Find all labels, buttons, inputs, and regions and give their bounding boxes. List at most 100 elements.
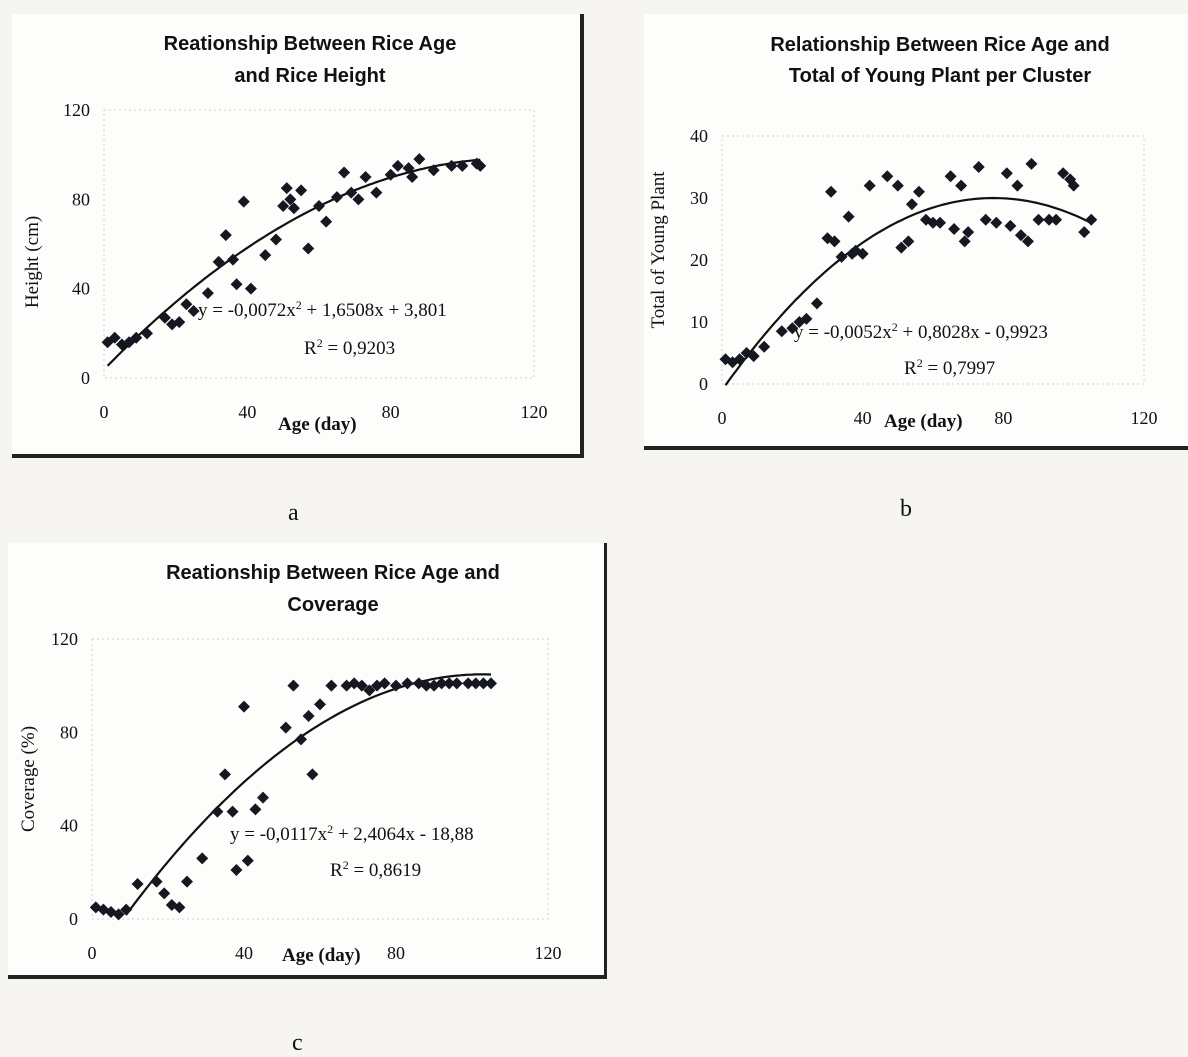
x-tick-label: 80 [994,408,1012,428]
data-point [740,347,753,359]
data-point [390,679,402,692]
data-point [259,249,272,262]
y-axis-label: Total of Young Plant [648,171,669,329]
data-point [793,316,806,328]
data-point [112,908,125,921]
chart-height: Reationship Between Rice Age and Rice He… [22,33,548,435]
y-tick-label: 0 [81,368,90,388]
y-tick-label: 80 [72,189,90,209]
data-point [359,171,372,183]
data-point [219,229,232,242]
data-point [474,159,487,172]
data-point [891,179,904,192]
data-point [201,287,214,300]
data-point [302,242,315,255]
data-point [295,184,308,197]
plot-area [721,135,1145,385]
data-point [230,864,243,876]
data-point [420,679,433,692]
data-point [1085,213,1098,226]
data-point [320,215,333,228]
data-point [863,179,876,192]
data-point [810,297,823,310]
y-axis-label: Coverage (%) [18,726,39,832]
panel-label-c: c [292,1030,303,1056]
chart-title-line2: Total of Young Plant per Cluster [789,65,1091,87]
data-point [443,677,456,690]
y-tick-label: 20 [690,250,708,270]
x-tick-label: 80 [387,943,405,963]
data-point [363,684,376,697]
data-point [173,316,186,329]
data-point [378,677,391,690]
chart-title-line2: and Rice Height [234,65,385,87]
data-point [131,878,144,890]
data-point [825,185,838,198]
data-point [280,182,293,195]
data-point [123,336,136,349]
data-point [842,210,855,223]
data-point [800,312,813,325]
data-point [758,340,771,353]
data-point [89,901,102,914]
data-point [219,768,231,781]
data-point [1064,173,1077,186]
data-point [355,679,368,692]
data-point [212,255,225,268]
data-point [962,226,975,239]
data-point [948,223,961,235]
data-point [1000,167,1013,180]
x-tick-label: 40 [854,408,872,428]
data-point [406,171,419,183]
x-tick-label: 0 [718,408,727,428]
chart-panel-a: Reationship Between Rice Age and Rice He… [12,14,584,458]
chart-title-line1: Relationship Between Rice Age and [770,34,1109,56]
data-point [450,677,463,690]
chart-panel-c: Reationship Between Rice Age and Coverag… [8,543,607,979]
x-axis-label: Age (day) [884,411,963,432]
panel-label-a: a [288,500,299,526]
x-tick-label: 80 [382,402,400,422]
r-squared-label: R2 = 0,8619 [330,858,421,881]
data-point [284,193,297,206]
y-tick-label: 30 [690,188,708,208]
trendline-equation: y = -0,0117x2 + 2,4064x - 18,88 [230,822,474,845]
y-axis-label: Height (cm) [22,216,43,308]
data-point [158,311,171,324]
data-point [295,733,307,746]
y-tick-label: 120 [63,100,90,120]
data-point [384,168,397,181]
trendline-equation: y = -0,0052x2 + 0,8028x - 0,9923 [794,320,1048,343]
data-point [485,677,497,690]
data-point [944,170,957,183]
data-point [187,305,200,317]
y-tick-label: 40 [690,126,708,146]
data-point [462,677,475,690]
data-point [120,903,133,916]
chart-title-line2: Coverage [287,594,378,616]
data-point [747,350,760,363]
data-point [958,235,971,248]
data-point [895,241,908,254]
data-point [1032,213,1045,226]
data-point [158,887,171,900]
data-point [226,805,239,818]
data-point [445,159,458,172]
chart-title-line1: Reationship Between Rice Age and [166,562,500,584]
data-point [1057,167,1070,180]
data-point [456,159,469,172]
data-point [345,186,358,199]
data-point [828,235,841,248]
y-tick-label: 10 [690,312,708,332]
trendline-equation: y = -0,0072x2 + 1,6508x + 3,801 [198,298,447,321]
data-point [313,200,325,213]
data-point [979,213,992,226]
data-point [279,721,292,734]
r-squared-label: R2 = 0,7997 [904,356,995,379]
data-point [856,247,869,260]
data-point [150,875,163,888]
data-point [314,698,326,711]
y-tick-label: 40 [60,816,78,836]
chart-panel-b: Relationship Between Rice Age and Total … [644,14,1188,450]
data-point [1011,179,1024,192]
